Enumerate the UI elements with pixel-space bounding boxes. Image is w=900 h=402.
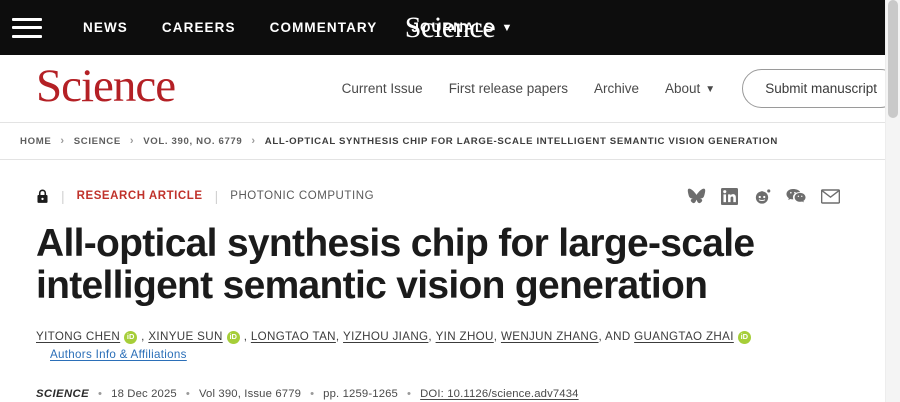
science-logo[interactable]: Science [36, 60, 176, 112]
authors-info-affiliations-link[interactable]: Authors Info & Affiliations [50, 347, 187, 361]
author-link[interactable]: LONGTAO TAN [250, 330, 336, 344]
breadcrumb-item-science[interactable]: SCIENCE [73, 135, 121, 147]
author-separator: , [335, 330, 344, 344]
email-icon[interactable] [821, 188, 840, 204]
author-link[interactable]: YIZHOU JIANG [343, 330, 429, 344]
topbar-logo: Science [0, 11, 900, 45]
nav-about[interactable]: About ▼ [652, 81, 728, 96]
nav-label: About [665, 81, 701, 96]
article-header: | RESEARCH ARTICLE | PHOTONIC COMPUTING [0, 185, 900, 402]
chevron-right-icon: › [129, 135, 135, 147]
meta-separator: • [98, 388, 103, 401]
meta-separator: • [185, 388, 190, 401]
chevron-right-icon: › [60, 135, 65, 147]
topnav-label: COMMENTARY [269, 20, 378, 35]
kicker-divider: | [214, 188, 219, 204]
author-link[interactable]: YITONG CHEN [36, 330, 121, 344]
global-topbar: NEWS CAREERS COMMENTARY JOURNALS ▼ Scienc… [0, 0, 900, 55]
global-nav: NEWS CAREERS COMMENTARY JOURNALS ▼ [66, 20, 530, 35]
lock-icon [36, 189, 49, 204]
topnav-item-careers[interactable]: CAREERS [145, 20, 253, 35]
article-type-label[interactable]: RESEARCH ARTICLE [76, 190, 203, 202]
wechat-icon[interactable] [786, 188, 806, 205]
chevron-down-icon: ▼ [705, 84, 716, 95]
topnav-item-commentary[interactable]: COMMENTARY [253, 20, 395, 35]
article-section-label[interactable]: PHOTONIC COMPUTING [230, 190, 375, 202]
orcid-icon[interactable]: iD [226, 330, 240, 344]
breadcrumb-item-current: ALL-OPTICAL SYNTHESIS CHIP FOR LARGE-SCA… [264, 135, 778, 147]
author-list: YITONG CHEN iD , XINYUE SUN iD , LONGTAO… [36, 328, 840, 363]
author-separator: , [428, 330, 436, 344]
nav-label: Archive [594, 81, 640, 96]
chevron-down-icon: ▼ [501, 22, 514, 34]
bluesky-icon[interactable] [687, 188, 706, 205]
nav-label: Current Issue [341, 81, 423, 96]
topnav-item-news[interactable]: NEWS [66, 20, 145, 35]
meta-journal: SCIENCE [36, 388, 90, 401]
masthead: Science Current Issue First release pape… [0, 55, 900, 123]
masthead-nav: Current Issue First release papers Archi… [329, 69, 900, 108]
topnav-label: NEWS [83, 20, 128, 35]
nav-first-release-papers[interactable]: First release papers [436, 81, 581, 96]
page-title: All-optical synthesis chip for large-sca… [36, 222, 755, 307]
author-separator: , [243, 330, 251, 344]
orcid-icon[interactable]: iD [124, 330, 138, 344]
kicker-divider: | [61, 188, 65, 204]
reddit-icon[interactable] [753, 187, 771, 205]
page-scrollbar[interactable] [885, 0, 900, 402]
linkedin-icon[interactable] [721, 187, 738, 205]
author-link[interactable]: GUANGTAO ZHAI [634, 330, 734, 344]
breadcrumb-item-home[interactable]: HOME [20, 135, 52, 147]
article-kicker-row: | RESEARCH ARTICLE | PHOTONIC COMPUTING [36, 185, 840, 207]
author-link[interactable]: YIN ZHOU [435, 330, 494, 344]
share-bar [687, 187, 840, 205]
meta-date: 18 Dec 2025 [111, 388, 177, 401]
scrollbar-thumb[interactable] [888, 0, 898, 118]
orcid-icon[interactable]: iD [737, 330, 751, 344]
hamburger-icon[interactable] [10, 15, 44, 41]
breadcrumb-bar: HOME › SCIENCE › VOL. 390, NO. 6779 › AL… [0, 123, 900, 160]
meta-separator: • [310, 388, 315, 401]
topnav-label: JOURNALS [411, 20, 495, 35]
topnav-label: CAREERS [161, 20, 236, 35]
author-separator: , AND [598, 330, 635, 344]
meta-volume-issue: Vol 390, Issue 6779 [198, 388, 302, 401]
nav-archive[interactable]: Archive [581, 81, 652, 96]
breadcrumb: HOME › SCIENCE › VOL. 390, NO. 6779 › AL… [20, 135, 778, 147]
meta-pages: pp. 1259-1265 [323, 388, 398, 401]
article-meta: SCIENCE • 18 Dec 2025 • Vol 390, Issue 6… [36, 388, 840, 402]
topnav-item-journals[interactable]: JOURNALS ▼ [394, 20, 530, 35]
meta-separator: • [407, 388, 412, 401]
topbar-logo-text[interactable]: Science [404, 10, 496, 44]
author-link[interactable]: WENJUN ZHANG [500, 330, 599, 344]
author-separator: , [493, 330, 501, 344]
submit-manuscript-button[interactable]: Submit manuscript [742, 69, 900, 108]
breadcrumb-item-volume[interactable]: VOL. 390, NO. 6779 [143, 135, 243, 147]
meta-doi-link[interactable]: DOI: 10.1126/science.adv7434 [420, 388, 579, 401]
nav-label: First release papers [448, 81, 568, 96]
author-link[interactable]: XINYUE SUN [148, 330, 223, 344]
chevron-right-icon: › [251, 135, 256, 147]
author-separator: , [141, 330, 149, 344]
nav-current-issue[interactable]: Current Issue [329, 81, 436, 96]
